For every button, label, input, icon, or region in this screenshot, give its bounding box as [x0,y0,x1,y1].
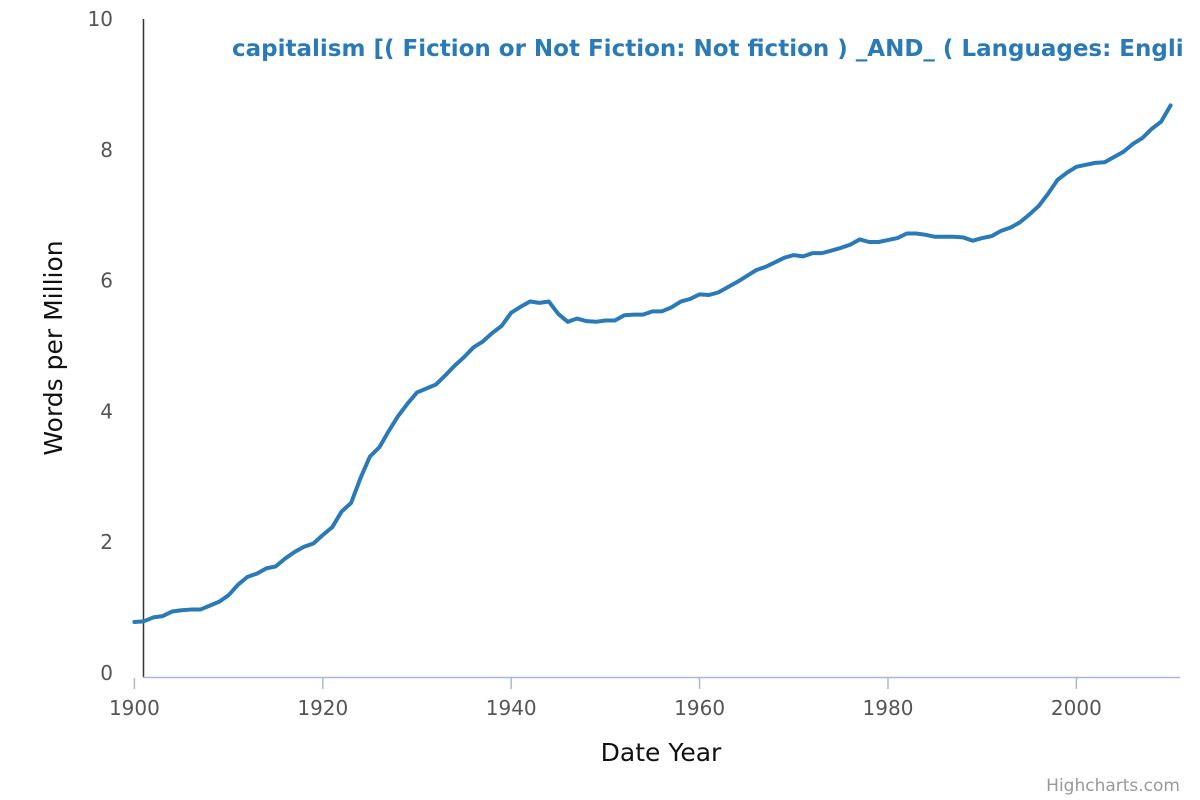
y-tick-labels: 0 2 4 6 8 10 [88,7,113,685]
y-tick-label: 6 [100,269,113,293]
x-tick-label: 1940 [486,696,537,720]
x-tick-label: 1960 [674,696,725,720]
series-group [132,103,1173,624]
y-tick-label: 8 [100,138,113,162]
x-tick-labels: 1900 1920 1940 1960 1980 2000 [109,678,1102,720]
y-tick-label: 0 [100,661,113,685]
y-tick-label: 2 [100,530,113,554]
series-label: capitalism [( Fiction or Not Fiction: No… [232,36,1184,62]
x-tick-label: 1920 [297,696,348,720]
series-line [132,103,1173,624]
x-axis-title: Date Year [601,738,722,767]
y-axis-title: Words per Million [39,240,68,455]
credits-link[interactable]: Highcharts.com [1046,776,1180,796]
x-tick-label: 1900 [109,696,160,720]
y-tick-label: 10 [88,7,113,31]
y-tick-label: 4 [100,399,113,423]
x-tick-label: 2000 [1051,696,1102,720]
x-tick-label: 1980 [863,696,914,720]
